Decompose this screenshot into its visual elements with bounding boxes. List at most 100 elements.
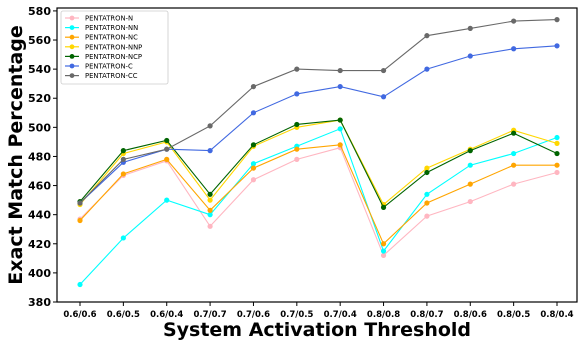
data-point (207, 223, 213, 229)
x-tick-label: 0.7/0.4 (324, 310, 357, 320)
legend-label: PENTATRON-NNP (85, 43, 142, 51)
legend-swatch-marker (69, 54, 75, 59)
data-point (380, 204, 387, 210)
y-tick-label: 440 (28, 209, 51, 222)
data-point (294, 121, 300, 128)
data-point (511, 162, 517, 168)
data-point (164, 146, 170, 152)
data-point (554, 140, 560, 146)
y-tick-label: 500 (28, 121, 51, 134)
data-point (554, 150, 560, 157)
data-point (337, 142, 343, 148)
data-point (380, 241, 387, 247)
data-point (554, 162, 560, 168)
series-pentatron-n (77, 145, 560, 259)
x-tick-label: 0.7/0.5 (280, 310, 313, 320)
series-pentatron-cc (77, 17, 560, 206)
data-point (164, 156, 170, 162)
x-tick-label: 0.8/0.6 (454, 310, 487, 320)
data-point (337, 126, 343, 132)
x-tick-label: 0.8/0.8 (367, 310, 400, 320)
data-point (467, 148, 473, 154)
data-point (207, 212, 213, 218)
legend-label: PENTATRON-NC (85, 34, 138, 42)
data-point (250, 142, 257, 148)
y-tick-label: 460 (28, 180, 51, 193)
data-point (511, 150, 517, 157)
data-point (337, 83, 343, 90)
legend: PENTATRON-NPENTATRON-NNPENTATRON-NCPENTA… (60, 10, 169, 85)
series-line (79, 19, 558, 204)
data-point (337, 67, 343, 74)
data-point (424, 169, 430, 176)
data-point (77, 200, 83, 206)
y-axis: 380 400 420 440 460 480 500 520 540 560 580 (28, 5, 57, 309)
data-point (511, 46, 517, 52)
data-point (424, 165, 430, 171)
data-point (294, 156, 300, 162)
data-point (337, 117, 343, 123)
y-tick-label: 560 (28, 34, 51, 47)
series-pentatron-ncp (77, 117, 560, 210)
series-line (79, 119, 558, 206)
series-line (79, 128, 558, 285)
plot-frame (56, 7, 578, 303)
data-point (380, 252, 387, 259)
data-point (424, 33, 430, 39)
legend-swatch-marker (69, 63, 75, 69)
series-line (79, 147, 558, 257)
data-point (467, 181, 473, 187)
data-point (250, 110, 257, 116)
legend-swatch-marker (69, 44, 75, 50)
legend-frame (60, 10, 169, 85)
x-tick-label: 0.6/0.4 (150, 310, 183, 320)
data-point (554, 43, 560, 49)
data-point (120, 171, 126, 177)
y-tick-label: 380 (28, 296, 51, 309)
data-point (164, 197, 170, 203)
data-point (77, 281, 83, 288)
legend-label: PENTATRON-CC (85, 72, 138, 80)
legend-swatch-marker (69, 25, 75, 30)
data-point (467, 198, 473, 205)
data-point (467, 25, 473, 31)
y-tick-label: 400 (28, 267, 51, 280)
data-point (294, 66, 300, 72)
data-point (207, 148, 213, 154)
data-point (424, 191, 430, 197)
data-point (511, 181, 517, 187)
y-tick-label: 480 (28, 150, 51, 163)
data-point (511, 130, 517, 136)
data-point (207, 123, 213, 129)
legend-swatch-marker (69, 73, 75, 78)
data-point (207, 197, 213, 203)
data-point (250, 83, 257, 90)
x-axis: 0.6/0.6 0.6/0.5 0.6/0.4 0.7/0.7 0.7/0.6 0.7/0… (63, 302, 574, 320)
data-point (164, 137, 170, 144)
series-pentatron-nnp (77, 117, 560, 208)
legend-label: PENTATRON-C (85, 63, 133, 71)
legend-label: PENTATRON-NCP (85, 53, 142, 61)
data-point (294, 91, 300, 97)
data-point (250, 177, 257, 183)
legend-swatch-marker (69, 34, 75, 40)
data-point (467, 162, 473, 168)
data-point (120, 235, 126, 241)
data-point (207, 207, 213, 213)
data-point (380, 94, 387, 100)
data-point (511, 18, 517, 24)
data-point (424, 213, 430, 219)
data-point (554, 169, 560, 176)
data-point (77, 217, 83, 224)
data-point (467, 53, 473, 59)
data-point (424, 200, 430, 206)
series-pentatron-nn (77, 126, 560, 288)
x-tick-label: 0.8/0.4 (540, 310, 573, 320)
series-layer (77, 17, 560, 288)
series-line (79, 144, 557, 245)
series-line (79, 119, 558, 209)
data-point (380, 67, 387, 74)
x-tick-label: 0.8/0.7 (410, 310, 443, 320)
data-point (380, 248, 387, 254)
data-point (554, 134, 560, 141)
